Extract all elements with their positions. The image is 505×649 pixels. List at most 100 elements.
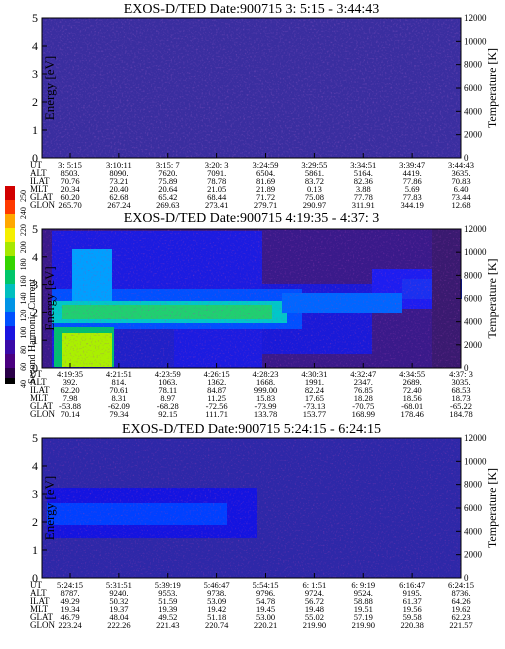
colorbar-tick-label: 180	[19, 258, 28, 270]
cell-value: 344.19	[400, 200, 423, 210]
panel-title: EXOS-D/TED Date:900715 3: 5:15 - 3:44:43	[124, 2, 379, 17]
cell-value: 8090.	[109, 168, 128, 178]
panel-3: EXOS-D/TED Date:900715 5:24:15 - 6:24:15…	[30, 422, 499, 630]
cell-value: 5861.	[305, 168, 324, 178]
energy-tick-label: 2	[32, 95, 38, 109]
temperature-tick-label: 12000	[464, 433, 487, 443]
cell-value: -62.09	[108, 401, 130, 411]
cell-value: 3:10:11	[106, 160, 132, 170]
cell-value: 12.68	[451, 200, 470, 210]
cell-value: 11.25	[207, 393, 226, 403]
cell-value: 221.57	[449, 620, 472, 630]
energy-tick-label: 4	[32, 39, 38, 53]
cell-value: 56.72	[305, 596, 324, 606]
cell-value: 21.05	[207, 184, 226, 194]
energy-tick-label: 3	[32, 278, 38, 292]
cell-value: 58.88	[354, 596, 373, 606]
cell-value: 8503.	[60, 168, 79, 178]
colorbar-tick-label: 40	[19, 380, 28, 388]
temperature-tick-label: 6000	[464, 83, 483, 93]
cell-value: 9195.	[403, 588, 422, 598]
cell-value: 61.37	[403, 596, 422, 606]
cell-value: 8.97	[160, 393, 175, 403]
temperature-tick-label: 0	[464, 153, 469, 163]
cell-value: 8.31	[111, 393, 126, 403]
cell-value: 19.56	[403, 604, 422, 614]
cell-value: 3:24:59	[253, 160, 279, 170]
cell-value: 70.76	[60, 176, 79, 186]
energy-tick-label: 1	[32, 543, 38, 557]
panel-2: EXOS-D/TED Date:900715 4:19:35 - 4:37: 3…	[30, 211, 499, 419]
cell-value: 7620.	[158, 168, 177, 178]
cell-value: 79.34	[109, 409, 129, 419]
cell-value: 5:54:15	[253, 580, 279, 590]
cell-value: 223.24	[58, 620, 82, 630]
cell-value: 48.04	[109, 612, 129, 622]
cell-value: 51.18	[207, 612, 226, 622]
row-label: MLT	[30, 604, 49, 614]
temperature-tick-label: 8000	[464, 270, 483, 280]
cell-value: 8736.	[451, 588, 470, 598]
cell-value: 70.14	[60, 409, 80, 419]
cell-value: 9553.	[158, 588, 177, 598]
cell-value: 55.02	[305, 612, 324, 622]
cell-value: 9724.	[305, 588, 324, 598]
colorbar-tick-label: 200	[19, 241, 28, 253]
row-label: MLT	[30, 393, 49, 403]
energy-axis-label: Energy [eV]	[42, 476, 57, 540]
cell-value: 3035.	[451, 377, 470, 387]
cell-value: 18.56	[403, 393, 422, 403]
cell-value: 1362.	[207, 377, 226, 387]
row-label: GLAT	[30, 192, 53, 202]
cell-value: 19.37	[109, 604, 128, 614]
colorbar-tick-label: 60	[19, 363, 28, 371]
cell-value: 76.85	[354, 385, 373, 395]
cell-value: 19.34	[60, 604, 80, 614]
cell-value: 15.83	[256, 393, 275, 403]
cell-value: 78.78	[207, 176, 226, 186]
cell-value: 83.72	[305, 176, 324, 186]
cell-value: 6:24:15	[448, 580, 474, 590]
cell-value: 4419.	[403, 168, 422, 178]
orbit-info-table: UT 4:19:35 4:21:51 4:23:59 4:26:15 4:28:23 4:3…	[30, 369, 473, 419]
temperature-tick-label: 10000	[464, 247, 487, 257]
cell-value: 6.40	[454, 184, 469, 194]
cell-value: 3.88	[356, 184, 371, 194]
cell-value: 73.21	[109, 176, 128, 186]
cell-value: 20.64	[158, 184, 178, 194]
energy-tick-label: 1	[32, 123, 38, 137]
row-label: ALT	[30, 168, 47, 178]
colorbar-tick-label: 250	[19, 190, 28, 202]
cell-value: 73.44	[451, 192, 471, 202]
cell-value: 814.	[111, 377, 126, 387]
row-label: UT	[30, 369, 42, 379]
temperature-tick-label: 6000	[464, 294, 483, 304]
cell-value: 19.48	[305, 604, 324, 614]
cell-value: 50.32	[109, 596, 128, 606]
row-label: GLAT	[30, 401, 53, 411]
panels: EXOS-D/TED Date:900715 3: 5:15 - 3:44:43…	[30, 2, 499, 630]
colorbar-tick-labels: 40 60 80 100 120 140 160 180 200 220 240 250	[19, 190, 28, 388]
panel-title: EXOS-D/TED Date:900715 5:24:15 - 6:24:15	[122, 422, 381, 437]
panel-title: EXOS-D/TED Date:900715 4:19:35 - 4:37: 3	[124, 211, 379, 226]
cell-value: 19.62	[451, 604, 470, 614]
cell-value: 0.13	[307, 184, 322, 194]
energy-axis-label: Energy [eV]	[42, 56, 57, 120]
cell-value: 71.72	[256, 192, 275, 202]
cell-value: 9524.	[354, 588, 373, 598]
cell-value: -70.75	[352, 401, 374, 411]
cell-value: 18.73	[451, 393, 470, 403]
temperature-axis-label: Temperature [K]	[485, 258, 499, 338]
cell-value: 65.42	[158, 192, 177, 202]
cell-value: 999.00	[254, 385, 277, 395]
cell-value: 17.65	[305, 393, 324, 403]
energy-tick-label: 4	[32, 459, 38, 473]
cell-value: 153.77	[303, 409, 326, 419]
cell-value: 3:34:51	[350, 160, 376, 170]
cell-value: 5:31:51	[106, 580, 132, 590]
cell-value: 51.59	[158, 596, 177, 606]
cell-value: 49.29	[60, 596, 79, 606]
cell-value: 267.24	[107, 200, 131, 210]
cell-value: 8787.	[60, 588, 79, 598]
